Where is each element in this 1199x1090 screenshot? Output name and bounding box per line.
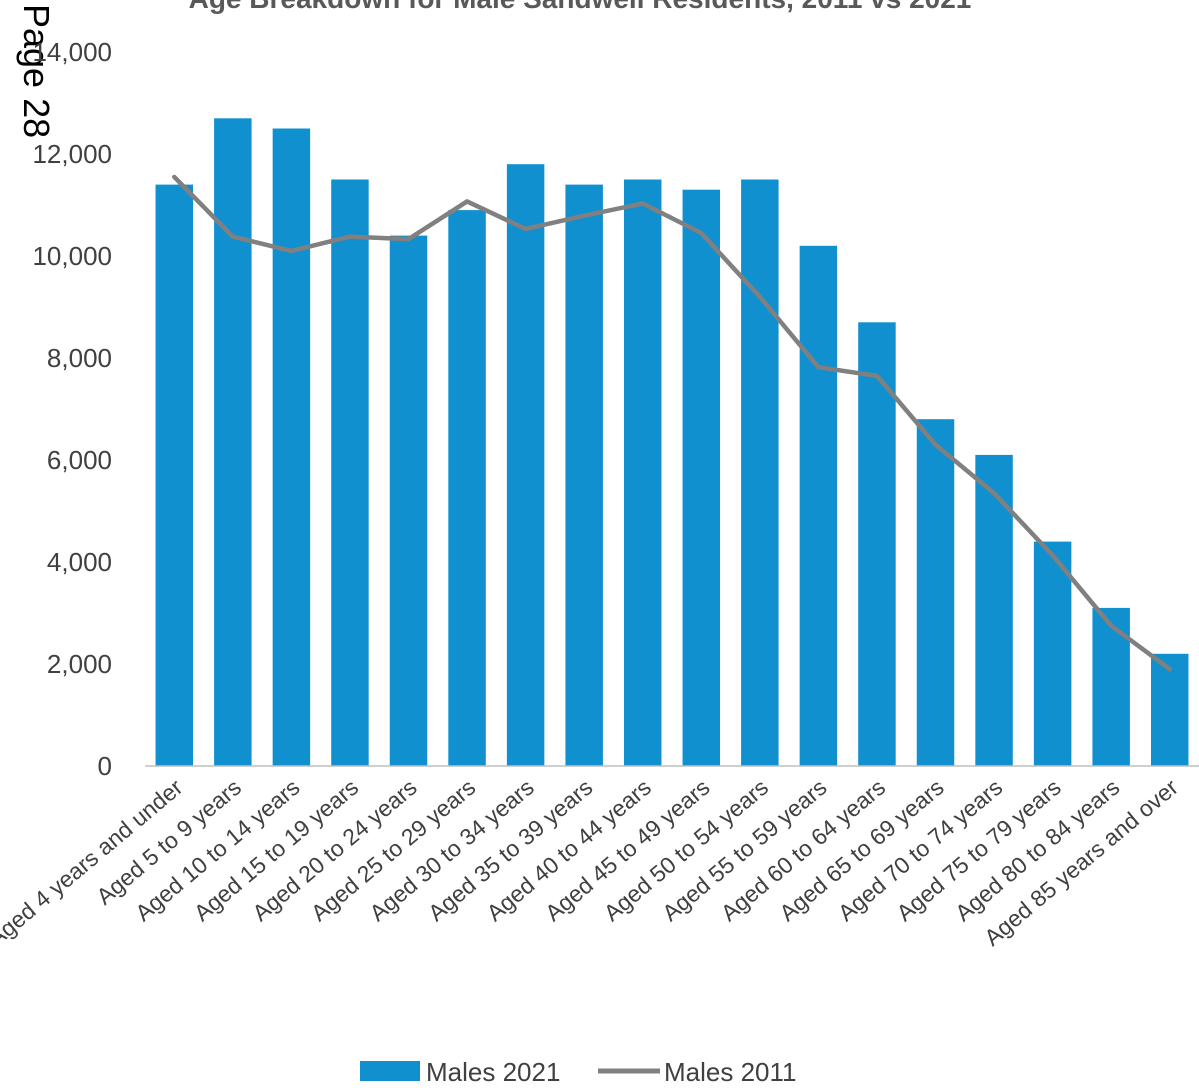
point-males-2011 <box>525 228 527 230</box>
bar-males-2021 <box>155 184 194 767</box>
legend: Males 2021 Males 2011 <box>360 1057 797 1087</box>
point-males-2011 <box>408 238 409 240</box>
bar-males-2021 <box>1092 607 1130 766</box>
bar-males-2021 <box>1150 653 1189 766</box>
point-males-2011 <box>1169 668 1171 670</box>
bars-group <box>155 118 1189 767</box>
point-males-2011 <box>232 236 234 238</box>
y-tick-label: 14,000 <box>32 37 112 67</box>
point-males-2011 <box>876 375 878 377</box>
bar-males-2021 <box>565 184 603 767</box>
bar-males-2021 <box>389 235 428 767</box>
bar-males-2021 <box>506 164 545 766</box>
bar-males-2021 <box>623 179 662 766</box>
bar-males-2021 <box>682 189 721 766</box>
bar-males-2021 <box>214 118 252 767</box>
point-males-2011 <box>173 176 175 178</box>
bar-males-2021 <box>916 419 955 766</box>
y-tick-label: 4,000 <box>47 547 112 577</box>
point-males-2011 <box>759 296 761 298</box>
point-males-2011 <box>1052 554 1054 556</box>
point-males-2011 <box>817 366 819 368</box>
y-tick-label: 0 <box>98 751 112 781</box>
bar-males-2021 <box>975 454 1013 766</box>
line-males-2011 <box>172 174 1172 672</box>
point-males-2011 <box>1110 625 1112 627</box>
point-males-2011 <box>993 492 995 494</box>
legend-swatch-males-2021 <box>360 1061 420 1081</box>
point-males-2011 <box>642 202 644 204</box>
legend-label-males-2021: Males 2021 <box>426 1057 560 1087</box>
y-tick-label: 12,000 <box>32 139 112 169</box>
y-tick-label: 10,000 <box>32 241 112 271</box>
point-males-2011 <box>935 444 936 446</box>
bar-males-2021 <box>1033 541 1072 766</box>
point-males-2011 <box>700 232 702 234</box>
point-males-2011 <box>290 250 292 252</box>
line-series-group <box>172 174 1172 672</box>
point-males-2011 <box>349 236 351 238</box>
page-label: Page 28 <box>16 4 57 138</box>
bar-males-2021 <box>448 210 486 767</box>
bar-males-2021 <box>858 322 896 766</box>
point-males-2011 <box>583 215 585 217</box>
bar-males-2021 <box>741 179 779 766</box>
bar-males-2021 <box>272 128 311 766</box>
y-tick-label: 6,000 <box>47 445 112 475</box>
y-tick-label: 2,000 <box>47 649 112 679</box>
bar-males-2021 <box>799 245 838 767</box>
chart-title: Age Breakdown for Male Sandwell Resident… <box>189 0 972 14</box>
point-males-2011 <box>466 200 468 202</box>
y-tick-label: 8,000 <box>47 343 112 373</box>
y-axis-ticks: 0 2,000 4,000 6,000 8,000 10,000 12,000 14,000 <box>32 37 112 781</box>
legend-label-males-2011: Males 2011 <box>664 1057 797 1087</box>
bar-males-2021 <box>331 179 369 766</box>
